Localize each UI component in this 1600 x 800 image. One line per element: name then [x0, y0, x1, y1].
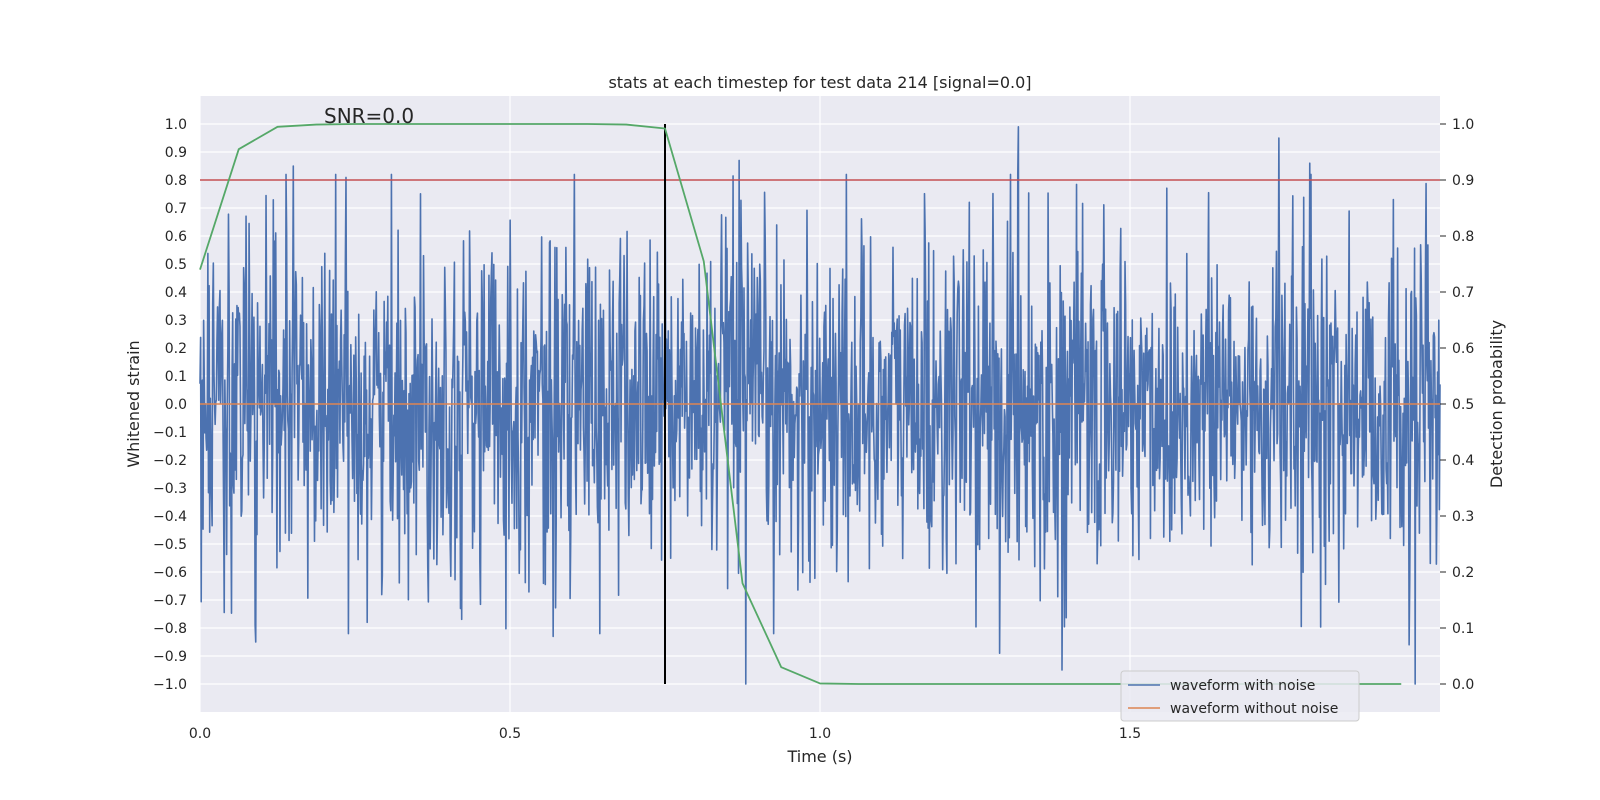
y-tick-label: 0.7 [165, 201, 187, 217]
y2-tick-label: 0.2 [1452, 565, 1474, 581]
y-tick-label: −0.5 [153, 537, 187, 553]
reference-lines [200, 124, 1440, 684]
y-tick-label: −0.3 [153, 481, 187, 497]
y-tick-label: 0.0 [165, 397, 187, 413]
y-tick-label: 0.8 [165, 173, 187, 189]
legend: waveform with noise waveform without noi… [1120, 670, 1360, 722]
y-tick-label: 0.5 [165, 257, 187, 273]
legend-label-waveform-with-noise: waveform with noise [1170, 678, 1315, 694]
y2-tick-label: 0.5 [1452, 397, 1474, 413]
legend-label-waveform-without-noise: waveform without noise [1170, 701, 1338, 717]
x-tick-label: 1.5 [1119, 726, 1141, 742]
y2-tick-label: 0.0 [1452, 677, 1474, 693]
y2-tick-label: 0.3 [1452, 509, 1474, 525]
y-tick-label: 0.3 [165, 313, 187, 329]
line-waveform-with-noise [199, 126, 1441, 685]
y2-axis-label: Detection probability [1487, 320, 1506, 488]
y-tick-label: −0.7 [153, 593, 187, 609]
y-tick-label: −0.9 [153, 649, 187, 665]
annotation-snr: SNR=0.0 [324, 104, 414, 128]
y-tick-label: 0.1 [165, 369, 187, 385]
y-tick-label: 1.0 [165, 117, 187, 133]
y2-tick-label: 0.1 [1452, 621, 1474, 637]
y-tick-label: −0.6 [153, 565, 187, 581]
x-tick-label: 0.0 [189, 726, 211, 742]
chart-title: stats at each timestep for test data 214… [608, 73, 1031, 92]
y-tick-label: −0.4 [153, 509, 187, 525]
y-tick-label: 0.9 [165, 145, 187, 161]
y-tick-label: −0.2 [153, 453, 187, 469]
y2-tick-label: 0.4 [1452, 453, 1474, 469]
x-axis-label: Time (s) [786, 747, 852, 766]
y2-tick-label: 0.7 [1452, 285, 1474, 301]
y-axis-ticks: 1.0 0.9 0.8 0.7 0.6 0.5 0.4 0.3 0.2 0.1 0.0 −0.1 −0.… [153, 117, 187, 693]
y-axis-label: Whitened strain [124, 340, 143, 467]
x-axis-ticks: 0.0 0.5 1.0 1.5 [189, 726, 1141, 742]
x-tick-label: 0.5 [499, 726, 521, 742]
y2-tick-label: 0.6 [1452, 341, 1474, 357]
y-tick-label: −0.8 [153, 621, 187, 637]
y2-tick-label: 0.8 [1452, 229, 1474, 245]
y2-tick-label: 0.9 [1452, 173, 1474, 189]
y-tick-label: 0.2 [165, 341, 187, 357]
y-tick-label: −0.1 [153, 425, 187, 441]
y-tick-label: 0.4 [165, 285, 187, 301]
y-tick-label: −1.0 [153, 677, 187, 693]
series-waveform-with-noise [199, 126, 1441, 685]
y-tick-label: 0.6 [165, 229, 187, 245]
y2-tick-label: 1.0 [1452, 117, 1474, 133]
y2-axis-ticks: 1.0 0.9 0.8 0.7 0.6 0.5 0.4 0.3 0.2 0.1 0.0 [1440, 117, 1474, 693]
legend-box [1120, 670, 1360, 722]
x-tick-label: 1.0 [809, 726, 831, 742]
